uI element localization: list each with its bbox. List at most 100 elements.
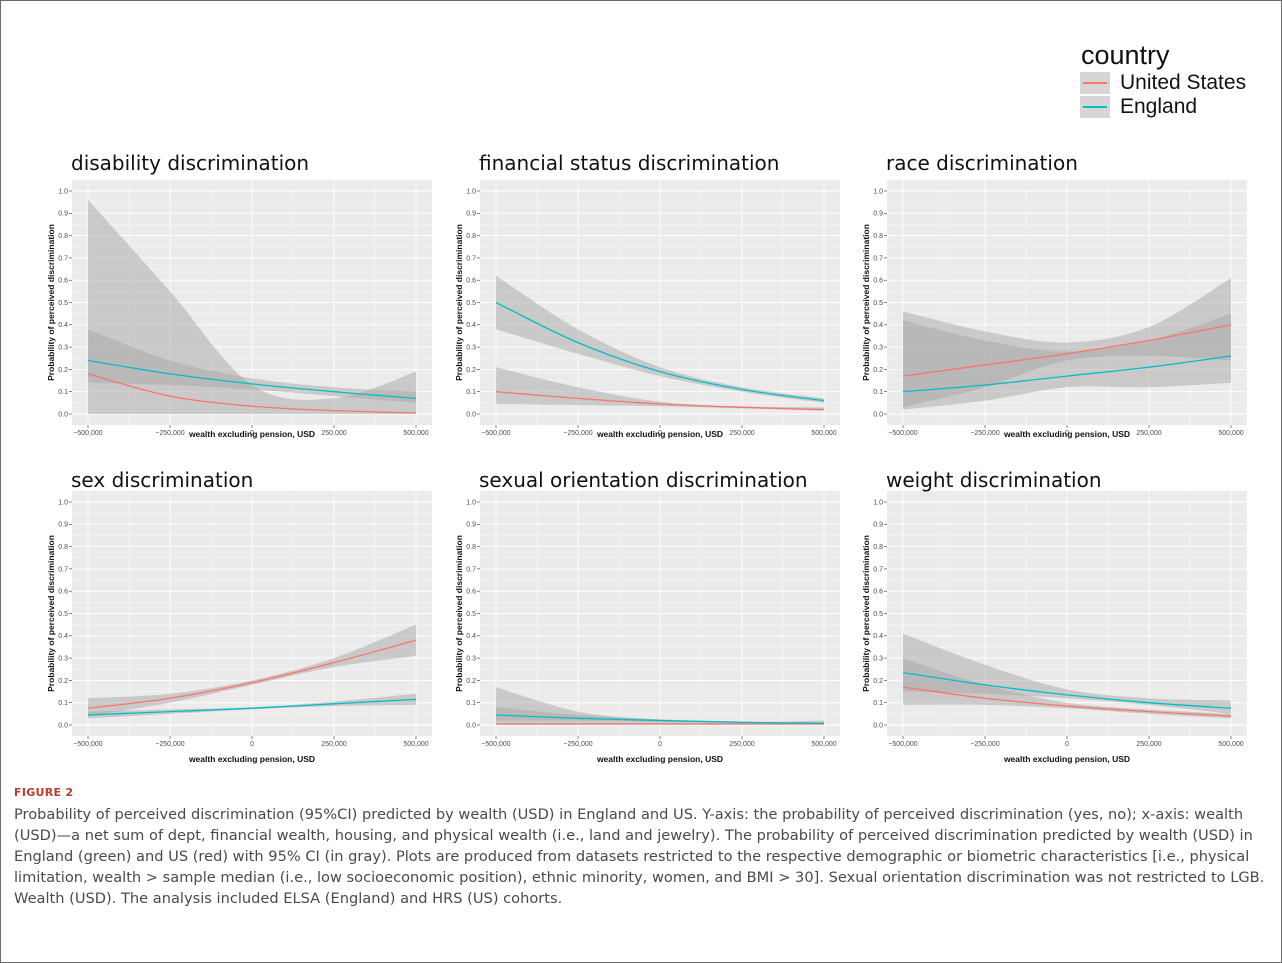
x-tick-label: 250,000 xyxy=(321,430,346,437)
x-tick-label: 0 xyxy=(250,430,254,437)
y-tick-label: 0.5 xyxy=(466,300,476,307)
y-tick-label: 0.8 xyxy=(466,544,476,551)
y-axis-title: Probability of perceived discrimination xyxy=(861,535,871,692)
y-tick-label: 0.3 xyxy=(873,656,883,663)
y-tick-label: 0.1 xyxy=(873,389,883,396)
x-axis-title: wealth excluding pension, USD xyxy=(188,429,315,439)
y-tick-label: 0.0 xyxy=(873,722,883,729)
y-tick-label: 1.0 xyxy=(466,499,476,506)
y-tick-label: 0.2 xyxy=(873,678,883,685)
y-axis-title: Probability of perceived discrimination xyxy=(46,224,56,381)
y-tick-label: 0.2 xyxy=(466,367,476,374)
line-united-states xyxy=(495,391,825,411)
line-united-states xyxy=(902,686,1232,717)
y-tick-label: 1.0 xyxy=(58,188,68,195)
legend-item-united-states: United States xyxy=(1080,71,1246,95)
y-tick-label: 0.6 xyxy=(58,278,68,285)
line-united-states xyxy=(87,373,417,414)
x-tick-label: 500,000 xyxy=(403,430,428,437)
y-tick-label: 0.7 xyxy=(873,255,883,262)
y-tick-label: 0.5 xyxy=(873,611,883,618)
x-tick-label: −500,000 xyxy=(73,430,102,437)
y-tick-label: 0.5 xyxy=(58,300,68,307)
x-tick-label: 500,000 xyxy=(811,741,836,748)
panel-title: disability discrimination xyxy=(71,151,309,175)
x-axis-title: wealth excluding pension, USD xyxy=(188,754,315,764)
y-tick-label: 0.7 xyxy=(466,255,476,262)
y-tick-label: 0.2 xyxy=(58,678,68,685)
line-england xyxy=(87,698,417,716)
x-tick-label: 250,000 xyxy=(729,741,754,748)
x-tick-label: −250,000 xyxy=(155,430,184,437)
legend-key-united-states xyxy=(1080,72,1110,94)
line-england xyxy=(495,714,825,724)
panel-sex-discrimination: 0.0 0.1 0.2 0.3 0.4 0.5 0.6 0.7 0.8 0.9 1.0 −500,00… xyxy=(46,468,432,764)
y-tick-label: 0.2 xyxy=(58,367,68,374)
y-axis-title: Probability of perceived discrimination xyxy=(454,535,464,692)
y-tick-label: 0.4 xyxy=(58,322,68,329)
x-tick-label: −500,000 xyxy=(73,741,102,748)
legend: country United States England xyxy=(1080,40,1246,119)
y-tick-label: 0.3 xyxy=(58,345,68,352)
ci-band-united-states xyxy=(496,367,824,411)
x-tick-label: 0 xyxy=(1065,430,1069,437)
y-tick-label: 0.3 xyxy=(466,345,476,352)
x-tick-label: 500,000 xyxy=(403,741,428,748)
x-tick-label: −250,000 xyxy=(970,430,999,437)
x-tick-label: 500,000 xyxy=(1218,741,1243,748)
y-tick-label: 0.5 xyxy=(873,300,883,307)
y-tick-label: 0.1 xyxy=(466,700,476,707)
y-tick-label: 0.4 xyxy=(466,322,476,329)
ci-band-england xyxy=(88,329,416,403)
y-tick-label: 0.9 xyxy=(873,211,883,218)
legend-title: country xyxy=(1081,40,1170,70)
y-tick-label: 0.8 xyxy=(58,233,68,240)
ci-band-united-states xyxy=(903,658,1231,719)
panel-title: sexual orientation discrimination xyxy=(479,468,808,492)
y-tick-label: 0.1 xyxy=(58,700,68,707)
ci-band-united-states xyxy=(88,624,416,717)
legend-label-england: England xyxy=(1120,95,1198,118)
chart-panels: 0.0 0.1 0.2 0.3 0.4 0.5 0.6 0.7 0.8 0.9 1.0 −500,00… xyxy=(46,151,1247,764)
y-tick-label: 0.9 xyxy=(58,211,68,218)
y-tick-label: 0.1 xyxy=(466,389,476,396)
y-tick-label: 0.6 xyxy=(466,278,476,285)
figure-label: FIGURE 2 xyxy=(14,786,74,799)
legend-label-united-states: United States xyxy=(1120,71,1247,94)
y-tick-label: 0.2 xyxy=(466,678,476,685)
y-axis-title: Probability of perceived discrimination xyxy=(454,224,464,381)
panel-weight-discrimination: 0.0 0.1 0.2 0.3 0.4 0.5 0.6 0.7 0.8 0.9 1.0 −500,00… xyxy=(861,468,1247,764)
y-tick-label: 0.6 xyxy=(873,589,883,596)
y-tick-label: 0.5 xyxy=(58,611,68,618)
y-tick-label: 0.3 xyxy=(873,345,883,352)
y-tick-label: 0.7 xyxy=(873,566,883,573)
line-england xyxy=(495,301,825,402)
y-tick-label: 0.1 xyxy=(873,700,883,707)
x-tick-label: 250,000 xyxy=(729,430,754,437)
y-tick-label: 0.4 xyxy=(58,633,68,640)
y-tick-label: 0.3 xyxy=(466,656,476,663)
y-tick-label: 0.8 xyxy=(873,544,883,551)
y-tick-label: 0.0 xyxy=(58,722,68,729)
ci-band-england xyxy=(496,707,824,724)
y-tick-label: 1.0 xyxy=(873,188,883,195)
line-united-states xyxy=(87,639,417,709)
y-tick-label: 0.0 xyxy=(58,411,68,418)
x-tick-label: 0 xyxy=(1065,741,1069,748)
x-tick-label: 250,000 xyxy=(1136,741,1161,748)
legend-key-england xyxy=(1080,96,1110,118)
y-tick-label: 0.9 xyxy=(466,522,476,529)
y-tick-label: 0.8 xyxy=(466,233,476,240)
x-tick-label: 0 xyxy=(250,741,254,748)
y-axis-title: Probability of perceived discrimination xyxy=(861,224,871,381)
line-united-states xyxy=(902,324,1232,377)
x-tick-label: −250,000 xyxy=(563,741,592,748)
y-tick-label: 0.9 xyxy=(466,211,476,218)
panel-financial-status-discrimination: 0.0 0.1 0.2 0.3 0.4 0.5 0.6 0.7 0.8 0.9 1.0 −500,00… xyxy=(454,151,840,439)
y-tick-label: 0.7 xyxy=(58,566,68,573)
x-tick-label: 0 xyxy=(658,430,662,437)
x-tick-label: 0 xyxy=(658,741,662,748)
figure-caption: Probability of perceived discrimination … xyxy=(14,806,1265,907)
y-tick-label: 0.0 xyxy=(466,722,476,729)
x-axis-title: wealth excluding pension, USD xyxy=(596,429,723,439)
